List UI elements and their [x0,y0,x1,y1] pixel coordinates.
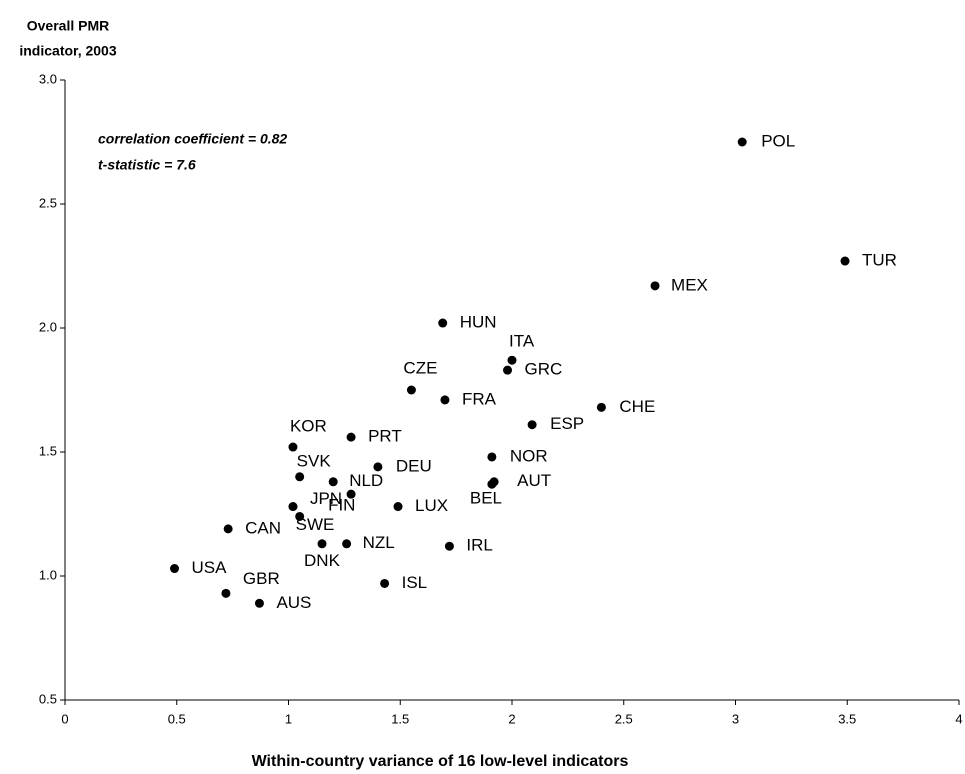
x-tick-label: 0 [61,711,68,726]
x-tick-label: 4 [955,711,962,726]
x-tick-label: 0.5 [168,711,186,726]
x-tick-label: 3.5 [838,711,856,726]
point [170,564,180,574]
point [444,541,454,551]
point-label: SVK [297,451,332,470]
x-axis-title: Within-country variance of 16 low-level … [252,753,629,770]
point-label: DNK [304,551,341,570]
point-label: FIN [328,496,355,515]
point-label: CAN [245,518,281,537]
point-label: GRC [525,360,563,379]
point-label: TUR [862,251,897,270]
annotation: t-statistic = 7.6 [98,157,196,173]
x-tick-label: 3 [732,711,739,726]
point [288,442,298,452]
point-label: DEU [396,456,432,475]
point-label: ESP [550,414,584,433]
point [527,420,537,430]
point [221,588,231,598]
point [596,402,606,412]
point-label: USA [192,558,228,577]
point [254,598,264,608]
point-label: KOR [290,417,327,436]
point [288,502,298,512]
point [440,395,450,405]
point [840,256,850,266]
point-label: GBR [243,569,280,588]
y-tick-label: 0.5 [39,691,57,706]
point [295,511,305,521]
point [317,539,327,549]
point [393,502,403,512]
point-label: NOR [510,446,548,465]
x-tick-label: 2 [508,711,515,726]
point-label: PRT [368,427,402,446]
point-label: FRA [462,389,497,408]
point [507,355,517,365]
point [487,479,497,489]
point-label: NZL [363,533,395,552]
point [650,281,660,291]
point-label: BEL [470,489,502,508]
point-label: NLD [349,471,383,490]
y-axis-title: Overall PMR [27,18,109,34]
annotation: correlation coefficient = 0.82 [98,131,287,147]
point [406,385,416,395]
y-tick-label: 1.5 [39,443,57,458]
point [223,524,233,534]
point [328,477,338,487]
point [346,489,356,499]
point-label: SWE [296,515,335,534]
point-label: HUN [460,313,497,332]
x-tick-label: 1.5 [391,711,409,726]
point [380,578,390,588]
x-tick-label: 2.5 [615,711,633,726]
y-tick-label: 2.0 [39,319,57,334]
point-label: MEX [671,275,708,294]
point-label: POL [761,131,795,150]
y-tick-label: 2.5 [39,195,57,210]
point [295,472,305,482]
point [373,462,383,472]
point-label: LUX [415,496,448,515]
point-label: JPN [310,489,342,508]
point-label: AUS [276,593,311,612]
y-axis-title: indicator, 2003 [19,43,116,59]
point-label: AUT [517,471,551,490]
y-tick-label: 3.0 [39,71,57,86]
point [487,452,497,462]
point-label: IRL [466,536,492,555]
point [346,432,356,442]
y-tick-label: 1.0 [39,567,57,582]
point-label: ITA [509,332,535,351]
point [503,365,513,375]
point-label: ISL [402,573,428,592]
point-label: CZE [403,358,437,377]
point-label: CHE [619,397,655,416]
point [342,539,352,549]
point [737,137,747,147]
x-tick-label: 1 [285,711,292,726]
point [438,318,448,328]
